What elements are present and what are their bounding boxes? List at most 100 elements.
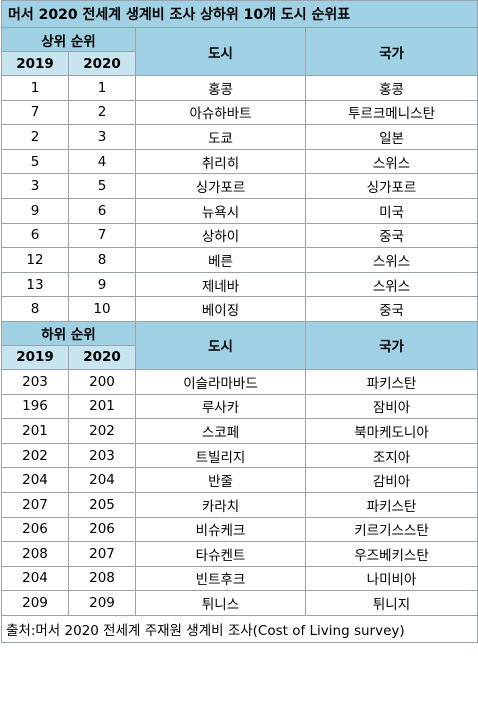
city-cell: 빈트후크	[135, 565, 306, 592]
table-row: 196 201 루사카 잠비아	[1, 393, 478, 420]
country-cell: 감비아	[304, 467, 478, 493]
country-cell: 키르기스스탄	[304, 516, 478, 543]
table-row: 204 208 빈트후크 나미비아	[1, 565, 478, 592]
rank-2019-cell: 9	[1, 197, 69, 224]
cost-of-living-ranking-table: 머서 2020 전세계 생계비 조사 상하위 10개 도시 순위표 상위 순위 …	[0, 0, 478, 643]
city-cell: 제네바	[135, 271, 306, 298]
table-row: 201 202 스코페 북마케도니아	[1, 418, 478, 444]
city-cell: 베른	[135, 247, 306, 273]
rank-2019-cell: 204	[1, 565, 69, 592]
table-row: 208 207 타슈켄트 우즈베키스탄	[1, 541, 478, 567]
city-cell: 튀니스	[135, 590, 306, 616]
rank-2020-cell: 200	[68, 368, 136, 395]
country-cell: 잠비아	[304, 393, 478, 420]
rank-2020-cell: 209	[68, 590, 136, 616]
rank-2019-cell: 6	[1, 222, 69, 249]
rank-2019-cell: 203	[1, 368, 69, 395]
rank-2019-cell: 5	[1, 148, 69, 175]
top-year-2019-header: 2019	[1, 51, 69, 76]
rank-2020-cell: 203	[68, 442, 136, 469]
city-cell: 뉴욕시	[135, 197, 306, 224]
bottom-city-header: 도시	[135, 320, 306, 370]
rank-2020-cell: 204	[68, 467, 136, 493]
rank-2019-cell: 7	[1, 99, 69, 126]
rank-2019-cell: 8	[1, 296, 69, 322]
table-row: 3 5 싱가포르 싱가포르	[1, 173, 478, 199]
rank-2020-cell: 207	[68, 541, 136, 567]
table-row: 204 204 반줄 감비아	[1, 467, 478, 493]
top-city-header: 도시	[135, 27, 306, 76]
country-cell: 싱가포르	[304, 173, 478, 199]
country-cell: 홍콩	[304, 75, 478, 101]
country-cell: 조지아	[304, 442, 478, 469]
country-cell: 미국	[304, 197, 478, 224]
table-row: 207 205 카라치 파키스탄	[1, 491, 478, 518]
top-year-2020-header: 2020	[68, 51, 136, 76]
table-row: 1 1 홍콩 홍콩	[1, 75, 478, 101]
bottom-country-header: 국가	[304, 320, 478, 370]
rank-2020-cell: 8	[68, 247, 136, 273]
table-row: 2 3 도쿄 일본	[1, 124, 478, 150]
rank-2020-cell: 9	[68, 271, 136, 298]
rank-2019-cell: 209	[1, 590, 69, 616]
source-note: 출처:머서 2020 전세계 주재원 생계비 조사(Cost of Living…	[0, 614, 478, 643]
rank-2020-cell: 2	[68, 99, 136, 126]
country-cell: 파키스탄	[304, 368, 478, 395]
rank-2019-cell: 202	[1, 442, 69, 469]
city-cell: 홍콩	[135, 75, 306, 101]
table-row: 203 200 이슬라마바드 파키스탄	[1, 368, 478, 395]
rank-2020-cell: 7	[68, 222, 136, 249]
city-cell: 상하이	[135, 222, 306, 249]
top-rank-header: 상위 순위	[1, 27, 136, 52]
country-cell: 일본	[304, 124, 478, 150]
table-row: 209 209 튀니스 튀니지	[1, 590, 478, 616]
city-cell: 비슈케크	[135, 516, 306, 543]
rank-2019-cell: 196	[1, 393, 69, 420]
rank-2019-cell: 12	[1, 247, 69, 273]
table-row: 12 8 베른 스위스	[1, 247, 478, 273]
rank-2020-cell: 206	[68, 516, 136, 543]
rank-2019-cell: 207	[1, 491, 69, 518]
rank-2020-cell: 202	[68, 418, 136, 444]
rank-2019-cell: 206	[1, 516, 69, 543]
table-row: 8 10 베이징 중국	[1, 296, 478, 322]
country-cell: 스위스	[304, 148, 478, 175]
country-cell: 스위스	[304, 271, 478, 298]
table-row: 6 7 상하이 중국	[1, 222, 478, 249]
country-cell: 중국	[304, 296, 478, 322]
rank-2020-cell: 3	[68, 124, 136, 150]
country-cell: 튀니지	[304, 590, 478, 616]
rank-2020-cell: 6	[68, 197, 136, 224]
rank-2020-cell: 1	[68, 75, 136, 101]
rank-2020-cell: 4	[68, 148, 136, 175]
top-country-header: 국가	[304, 27, 478, 76]
rank-2020-cell: 201	[68, 393, 136, 420]
rank-2020-cell: 5	[68, 173, 136, 199]
table-row: 13 9 제네바 스위스	[1, 271, 478, 298]
table-row: 206 206 비슈케크 키르기스스탄	[1, 516, 478, 543]
table-row: 202 203 트빌리지 조지아	[1, 442, 478, 469]
country-cell: 스위스	[304, 247, 478, 273]
bottom-year-2019-header: 2019	[1, 344, 69, 370]
table-title: 머서 2020 전세계 생계비 조사 상하위 10개 도시 순위표	[0, 0, 478, 28]
city-cell: 취리히	[135, 148, 306, 175]
city-cell: 루사카	[135, 393, 306, 420]
country-cell: 파키스탄	[304, 491, 478, 518]
rank-2020-cell: 10	[68, 296, 136, 322]
rank-2019-cell: 208	[1, 541, 69, 567]
ranking-table-container: 머서 2020 전세계 생계비 조사 상하위 10개 도시 순위표 상위 순위 …	[0, 0, 478, 643]
rank-2019-cell: 3	[1, 173, 69, 199]
rank-2019-cell: 204	[1, 467, 69, 493]
country-cell: 투르크메니스탄	[304, 99, 478, 126]
city-cell: 카라치	[135, 491, 306, 518]
rank-2019-cell: 13	[1, 271, 69, 298]
table-row: 7 2 아슈하바트 투르크메니스탄	[1, 99, 478, 126]
city-cell: 타슈켄트	[135, 541, 306, 567]
table-row: 5 4 취리히 스위스	[1, 148, 478, 175]
country-cell: 우즈베키스탄	[304, 541, 478, 567]
rank-2019-cell: 2	[1, 124, 69, 150]
rank-2019-cell: 201	[1, 418, 69, 444]
city-cell: 스코페	[135, 418, 306, 444]
city-cell: 베이징	[135, 296, 306, 322]
rank-2020-cell: 205	[68, 491, 136, 518]
